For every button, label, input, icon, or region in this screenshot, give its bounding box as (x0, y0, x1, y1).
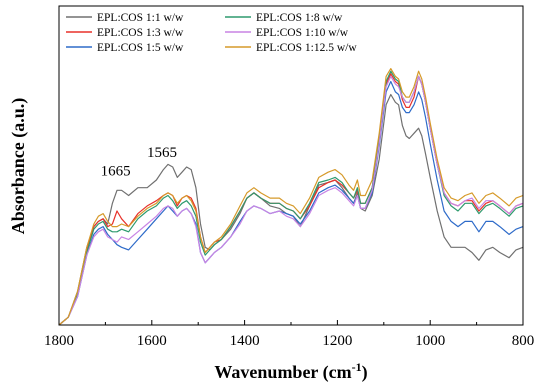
legend-label: EPL:COS 1:1 w/w (97, 12, 184, 24)
x-tick-label: 1800 (44, 333, 74, 349)
series-line-5 (58, 75, 524, 326)
legend-label: EPL:COS 1:3 w/w (97, 27, 184, 39)
legend: EPL:COS 1:1 w/w EPL:COS 1:3 w/w EPL:COS 1:… (66, 12, 357, 54)
x-tick-label: 1000 (415, 333, 445, 349)
x-tick-label: 1600 (137, 333, 167, 349)
x-axis-ticks: 1800 1600 1400 1200 1000 800 (44, 320, 534, 349)
series-line-3 (58, 80, 524, 326)
legend-label: EPL:COS 1:5 w/w (97, 42, 184, 54)
legend-label: EPL:COS 1:8 w/w (256, 12, 343, 24)
peak-annotation: 1565 (147, 145, 177, 161)
y-axis-title: Absorbance (a.u.) (8, 98, 29, 235)
legend-label: EPL:COS 1:12.5 w/w (256, 42, 357, 54)
peak-annotations: 1665 1565 (101, 145, 177, 179)
x-tick-label: 1200 (322, 333, 352, 349)
peak-annotation: 1665 (101, 163, 131, 179)
x-axis-title: Wavenumber (cm-1) (214, 360, 367, 383)
x-tick-label: 800 (512, 333, 535, 349)
legend-label: EPL:COS 1:10 w/w (256, 27, 349, 39)
series-line-6 (58, 68, 524, 326)
series-line-4 (58, 70, 524, 326)
series-lines (58, 68, 524, 326)
x-tick-label: 1400 (230, 333, 260, 349)
